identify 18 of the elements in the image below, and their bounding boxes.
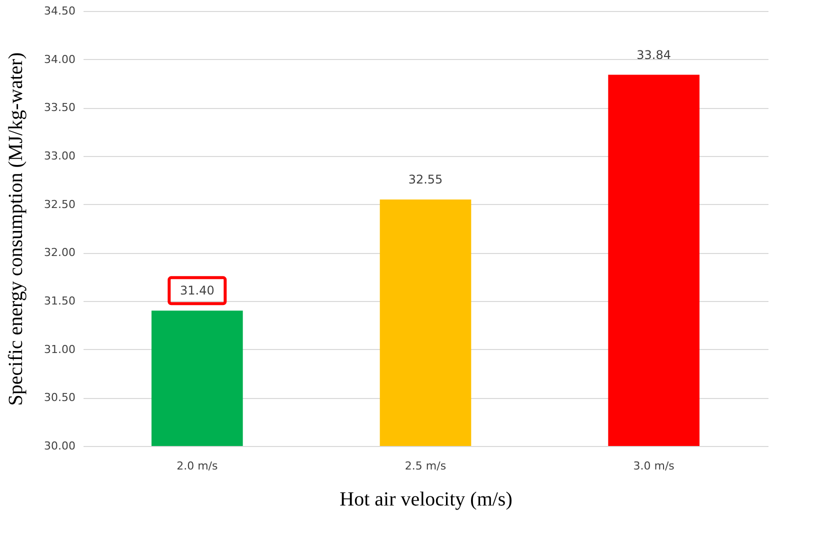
y-tick-label: 33.00 bbox=[44, 150, 76, 162]
y-tick-label: 31.00 bbox=[44, 342, 76, 356]
x-tick-label: 2.5 m/s bbox=[404, 460, 446, 472]
y-axis-title: Specific energy consumption (MJ/kg-water) bbox=[5, 52, 28, 406]
x-axis-title: Hot air velocity (m/s) bbox=[340, 488, 512, 510]
data-label: 33.84 bbox=[636, 48, 672, 62]
y-tick-label: 30.00 bbox=[44, 440, 76, 452]
y-tick-label: 30.50 bbox=[44, 391, 76, 404]
y-tick-label: 34.00 bbox=[44, 52, 76, 66]
y-tick-label: 32.50 bbox=[44, 198, 76, 211]
y-tick-label: 34.50 bbox=[44, 4, 76, 18]
x-tick-label: 3.0 m/s bbox=[633, 460, 675, 472]
data-label: 32.55 bbox=[408, 172, 443, 186]
data-label: 31.40 bbox=[180, 284, 214, 298]
x-tick-label: 2.0 m/s bbox=[176, 460, 218, 472]
y-tick-label: 32.00 bbox=[44, 246, 76, 260]
y-tick-label: 31.50 bbox=[44, 294, 76, 308]
y-tick-label: 33.50 bbox=[44, 101, 76, 114]
